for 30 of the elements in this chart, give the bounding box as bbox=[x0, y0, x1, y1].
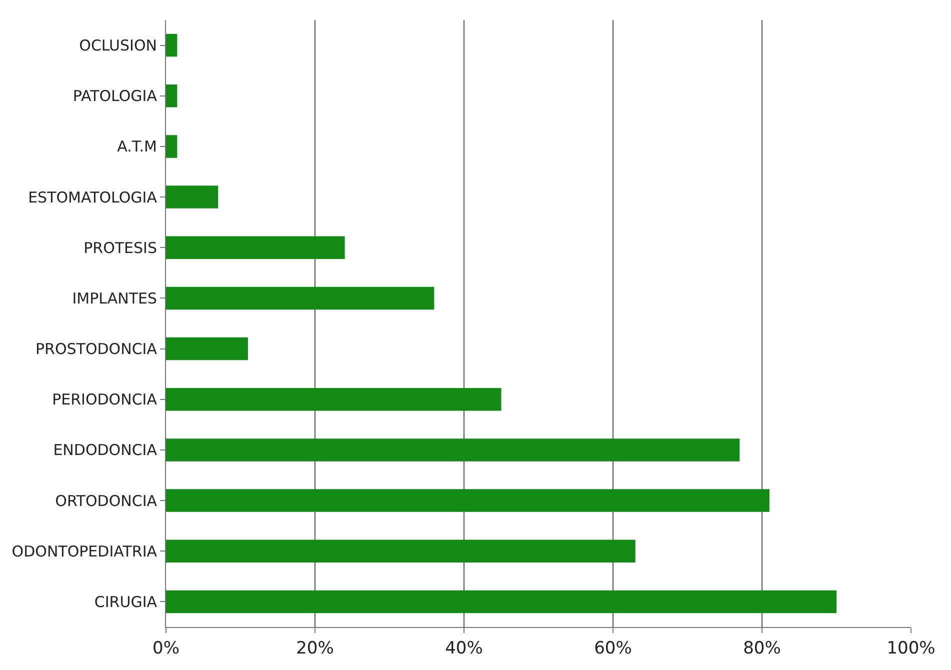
bar bbox=[166, 337, 248, 360]
x-tick-label: 100% bbox=[886, 638, 936, 658]
y-tick-label: ODONTOPEDIATRIA bbox=[12, 542, 158, 560]
x-tick-label: 60% bbox=[594, 638, 632, 658]
y-tick-label: CIRUGIA bbox=[94, 592, 158, 611]
bar bbox=[166, 135, 178, 158]
y-tick-label: A.T.M bbox=[117, 138, 157, 156]
bar bbox=[166, 286, 434, 310]
y-tick-label: ENDODONCIA bbox=[53, 441, 158, 460]
bar bbox=[166, 84, 178, 108]
x-tick-label: 20% bbox=[296, 638, 334, 658]
y-tick-label: PERIODONCIA bbox=[52, 390, 158, 409]
x-tick-label: 0% bbox=[152, 638, 180, 658]
bar bbox=[166, 388, 502, 411]
y-tick-label: PROSTODONCIA bbox=[35, 340, 158, 358]
y-tick-label: OCLUSION bbox=[79, 36, 157, 55]
y-tick-label: ORTODONCIA bbox=[55, 492, 158, 510]
bar bbox=[166, 590, 836, 614]
y-tick-label: PROTESIS bbox=[84, 238, 157, 257]
bar bbox=[166, 34, 178, 57]
y-tick-label: IMPLANTES bbox=[72, 289, 157, 308]
x-tick-label: 40% bbox=[445, 638, 483, 658]
bar bbox=[166, 186, 218, 208]
x-tick-label: 80% bbox=[743, 638, 781, 658]
y-tick-label: PATOLOGIA bbox=[72, 87, 158, 106]
bar bbox=[166, 236, 345, 260]
y-tick-label: ESTOMATOLOGIA bbox=[28, 188, 158, 206]
bar bbox=[166, 489, 770, 512]
bar bbox=[166, 540, 636, 563]
bar bbox=[166, 438, 740, 462]
